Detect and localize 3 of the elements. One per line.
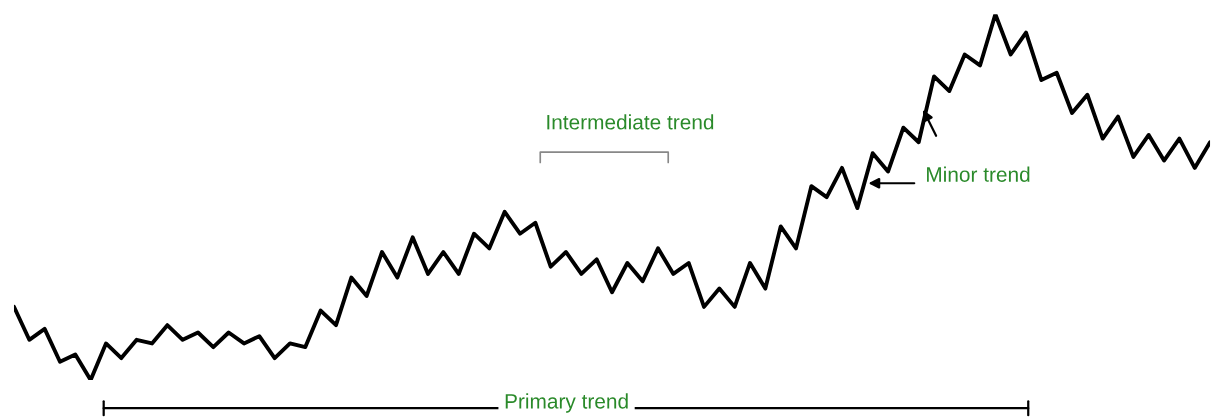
annotation: Intermediate trend xyxy=(547,114,714,130)
annotation: Minor trend xyxy=(927,166,1030,182)
text: Primary trend xyxy=(505,393,628,413)
